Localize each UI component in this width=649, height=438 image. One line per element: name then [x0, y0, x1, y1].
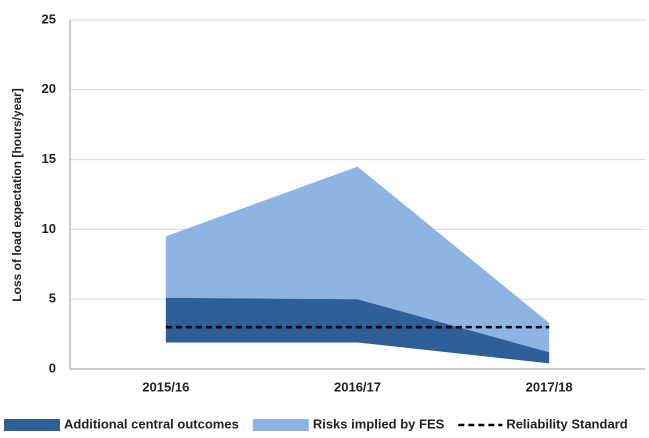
legend-label: Additional central outcomes [64, 416, 239, 431]
legend-label: Reliability Standard [506, 416, 627, 431]
range-area [165, 297, 550, 364]
x-tick-label: 2015/16 [142, 379, 189, 394]
x-tick-label: 2016/17 [334, 379, 381, 394]
y-axis-label: Loss of load expectation [hours/year] [10, 88, 24, 301]
y-tick-label: 0 [49, 360, 56, 375]
y-tick-label: 5 [49, 291, 56, 306]
legend-swatch [252, 419, 309, 431]
legend-label: Risks implied by FES [313, 416, 445, 431]
x-tick-label: 2017/18 [526, 379, 573, 394]
y-tick-label: 15 [42, 151, 56, 166]
y-tick-label: 20 [42, 81, 56, 96]
y-tick-label: 10 [42, 221, 56, 236]
legend-swatch [4, 419, 60, 431]
y-tick-label: 25 [42, 11, 56, 26]
range-area [165, 166, 550, 353]
